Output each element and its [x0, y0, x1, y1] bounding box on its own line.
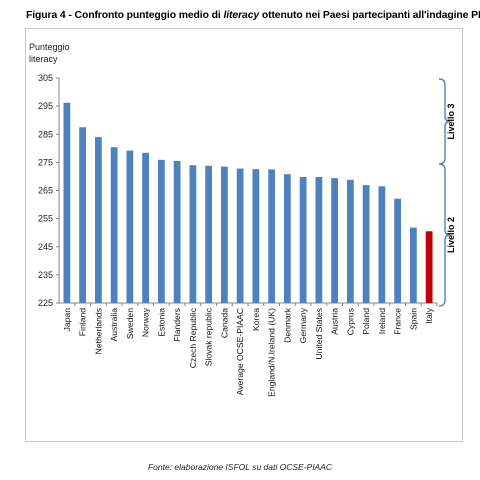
category-label: Flanders [172, 308, 182, 341]
level-bracket [438, 163, 451, 307]
category-label: Norway [141, 307, 151, 337]
category-label: Czech Republic [188, 307, 198, 368]
category-label: Spain [408, 308, 418, 330]
bar [315, 177, 323, 303]
bar-chart: Punteggio literacy 225 235 245 255 265 275 285 2… [29, 42, 456, 397]
category-label: Cyprus [345, 308, 355, 335]
category-label: Estonia [156, 308, 166, 337]
bar [236, 168, 244, 303]
bar [126, 150, 134, 303]
category-label: Sweden [125, 308, 135, 339]
figure-title: Figura 4 - Confronto punteggio medio di … [26, 10, 480, 21]
y-tick-label: 275 [38, 157, 53, 167]
category-label: Germany [298, 307, 308, 343]
bar [409, 227, 417, 303]
bar [79, 127, 87, 303]
category-label: Australia [109, 308, 119, 342]
category-label: England/N.Ireland (UK) [267, 308, 277, 397]
y-tick-label: 295 [38, 101, 53, 111]
bar [252, 169, 260, 303]
bar-highlight [425, 231, 433, 303]
category-label: Denmark [282, 307, 292, 343]
bar [268, 169, 276, 303]
category-label: France [393, 308, 403, 335]
title-suffix: ottenuto nei Paesi partecipanti all'inda… [259, 10, 480, 21]
bar [362, 185, 370, 303]
y-tick-label: 235 [38, 270, 53, 280]
level-label: Livello 2 [446, 217, 456, 253]
bar [394, 198, 402, 303]
category-label: Average OCSE-PIAAC [235, 308, 245, 395]
bar [205, 165, 213, 303]
y-tick-label: 245 [38, 242, 53, 252]
category-label: Ireland [377, 308, 387, 334]
category-label: Japan [62, 308, 72, 332]
category-label: Italy [424, 307, 434, 323]
bar [173, 160, 181, 303]
category-label: Poland [361, 308, 371, 335]
chart-frame: Punteggio literacy 225 235 245 255 265 275 285 2… [25, 28, 463, 442]
bar [283, 174, 291, 303]
title-prefix: Figura 4 - Confronto punteggio medio di [26, 10, 224, 21]
bar [346, 179, 354, 303]
bar [94, 137, 102, 303]
figure-source: Fonte: elaborazione ISFOL su dati OCSE-P… [147, 462, 333, 472]
category-label: Canada [219, 308, 229, 338]
category-label: Austria [330, 308, 340, 335]
y-tick-label: 265 [38, 186, 53, 196]
y-tick-label: 255 [38, 214, 53, 224]
y-tick-label: 225 [38, 298, 53, 308]
y-tick-label: 305 [38, 73, 53, 83]
category-label: United States [314, 308, 324, 360]
bar [189, 165, 197, 303]
bar [378, 186, 386, 303]
y-tick-label: 285 [38, 129, 53, 139]
bar [63, 102, 71, 303]
bar [299, 177, 307, 303]
bar [110, 147, 118, 303]
title-italic: literacy [223, 10, 260, 21]
y-axis-label-line: Punteggio [29, 42, 70, 52]
category-label: Korea [251, 308, 261, 331]
y-axis-label-line: literacy [29, 54, 58, 64]
category-label: Finland [78, 308, 88, 336]
category-label: Netherlands [93, 308, 103, 354]
bar [331, 178, 339, 303]
bar [157, 159, 165, 303]
bar [220, 166, 228, 303]
level-label: Livello 3 [446, 103, 456, 139]
bar [142, 152, 150, 303]
category-label: Slovak republic [204, 307, 214, 366]
level-bracket [438, 78, 451, 165]
